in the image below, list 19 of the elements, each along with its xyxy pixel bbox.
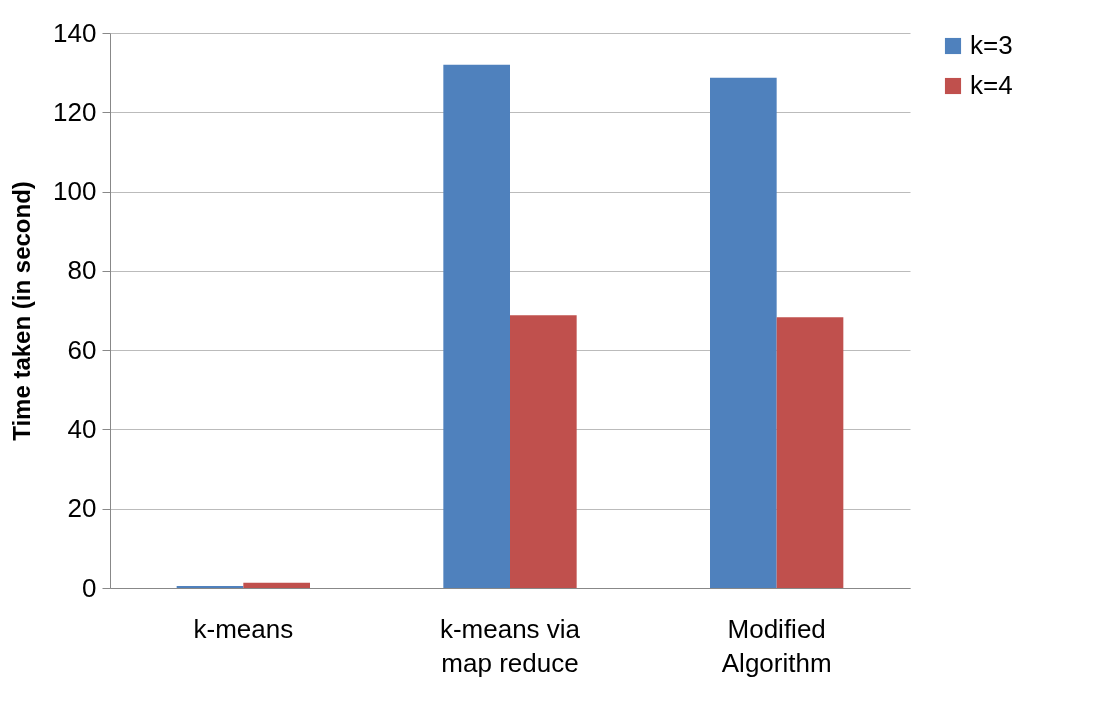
x-tick-label: k-means (193, 613, 294, 644)
bar (243, 582, 310, 588)
y-tick-label: 40 (67, 413, 97, 444)
y-tick-label: 60 (67, 334, 97, 365)
bar (776, 317, 844, 588)
y-tick-label: 20 (67, 493, 97, 524)
y-axis-title: Time taken (in second) (8, 181, 36, 441)
y-tick-label: 100 (53, 176, 97, 207)
bar (510, 315, 577, 588)
y-tick-label: 120 (53, 96, 97, 127)
x-tick-label: k-means via map reduce (439, 613, 581, 678)
legend-label: k=4 (970, 70, 1013, 100)
x-tick-label: Modified Algorithm (721, 613, 832, 678)
bar (443, 64, 510, 588)
y-tick-label: 0 (82, 572, 97, 603)
legend-label: k=3 (970, 30, 1013, 60)
bar (710, 77, 777, 588)
y-tick-label: 140 (53, 17, 97, 48)
y-tick-label: 80 (67, 255, 97, 286)
